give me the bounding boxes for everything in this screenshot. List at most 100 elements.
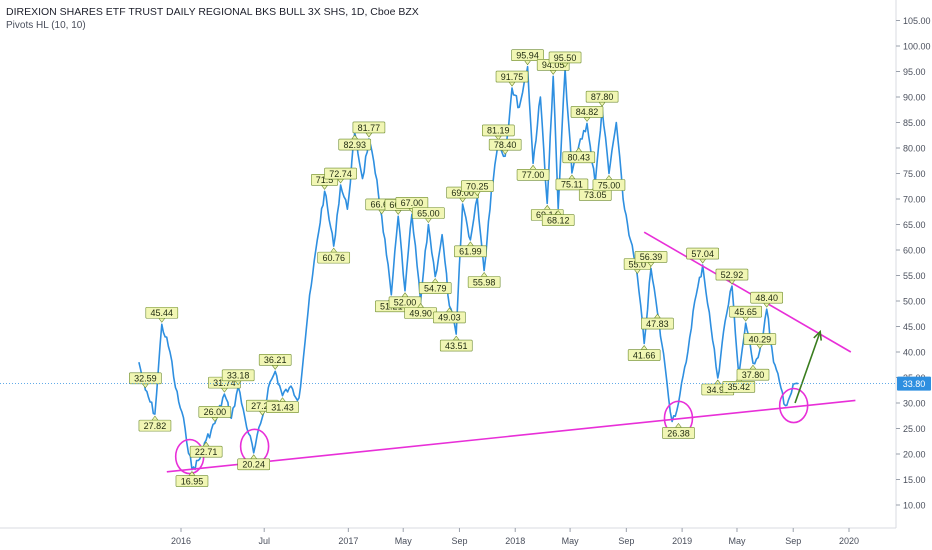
pivot-pointer — [394, 210, 402, 215]
y-tick-label: 45.00 — [903, 322, 926, 332]
pivot-label: 67.00 — [395, 197, 429, 213]
pivot-label-text: 95.50 — [554, 53, 577, 63]
pivot-box — [562, 151, 596, 164]
pivot-label-text: 67.00 — [401, 198, 424, 208]
pivot-label-text: 56.39 — [640, 252, 663, 262]
pivot-label: 33.18 — [221, 369, 255, 386]
pivot-label-text: 40.29 — [749, 334, 772, 344]
pivot-box — [338, 138, 372, 151]
y-tick-label: 20.00 — [903, 450, 926, 460]
pivot-label-text: 60.76 — [322, 253, 345, 263]
pivot-pointer — [151, 415, 159, 421]
pivot-label-text: 49.03 — [438, 313, 461, 323]
pivot-box — [258, 354, 292, 366]
pivot-label-text: 33.18 — [227, 371, 250, 381]
x-tick-label: Sep — [785, 536, 801, 546]
pivot-pointer — [258, 410, 266, 416]
pivot-pointer — [543, 204, 551, 210]
pivot-label-text: 91.75 — [501, 72, 524, 82]
pivot-label-text: 68.12 — [547, 215, 570, 225]
pivot-label: 36.21 — [258, 354, 292, 370]
pivot-pointer — [320, 185, 329, 190]
y-tick-label: 80.00 — [903, 144, 926, 154]
pivot-label-text: 52.92 — [721, 270, 744, 280]
pivot-label: 81.19 — [482, 124, 515, 141]
pivot-box — [221, 369, 255, 382]
y-tick-label: 65.00 — [903, 220, 926, 230]
indicator-label: Pivots HL (10, 10) — [6, 20, 86, 31]
pivot-label-text: 75.11 — [561, 180, 583, 190]
pivot-box — [467, 276, 501, 288]
pivot-pointer — [598, 101, 606, 107]
pivot-label: 27.82 — [138, 415, 172, 432]
pivot-label: 84.82 — [570, 106, 604, 122]
y-tick-label: 50.00 — [903, 297, 926, 307]
pivot-box — [145, 306, 179, 319]
pivot-pointer — [583, 117, 591, 122]
x-tick-label: Sep — [451, 536, 467, 546]
pivot-pointer — [699, 258, 707, 264]
y-tick-label: 75.00 — [903, 169, 926, 179]
pivot-pointer — [529, 164, 537, 170]
pivot-box — [395, 197, 429, 209]
pivot-pointer — [640, 345, 648, 350]
pivot-box — [266, 401, 299, 414]
pivot-pointer — [466, 241, 475, 247]
pivot-label-text: 72.74 — [329, 169, 352, 179]
pivot-pointer — [278, 397, 287, 403]
pivot-box — [488, 138, 522, 151]
pivot-pointer — [575, 147, 583, 153]
pivot-label-text: 31.74 — [213, 378, 236, 388]
x-tick-label: Sep — [618, 536, 634, 546]
pivot-label: 16.95 — [175, 471, 209, 487]
pivot-pointer — [605, 175, 613, 180]
pivot-pointer — [220, 387, 229, 393]
projection-arrow-head — [813, 329, 822, 341]
pivot-label-text: 16.95 — [181, 476, 204, 486]
pivot-box — [641, 317, 674, 330]
pivot-label-text: 81.77 — [358, 123, 381, 133]
y-tick-label: 100.00 — [903, 42, 931, 52]
pivot-label-text: 36.21 — [264, 355, 287, 365]
pivot-label-text: 20.24 — [242, 460, 265, 470]
pivot-label: 26.38 — [662, 422, 695, 439]
last-price-layer: 33.80 — [0, 376, 931, 391]
pivot-label: 48.40 — [750, 291, 784, 308]
pivot-box — [418, 282, 452, 294]
pivot-label: 60.76 — [317, 247, 351, 264]
pivot-label-text: 47.83 — [646, 319, 669, 329]
pivot-box — [175, 475, 209, 487]
x-tick-label: 2016 — [171, 536, 191, 546]
pivot-label: 47.83 — [641, 313, 674, 330]
pivot-label-text: 22.71 — [195, 447, 218, 457]
pivot-label-text: 87.80 — [591, 92, 614, 102]
pivot-label: 80.43 — [562, 147, 596, 164]
pivot-label: 91.75 — [495, 70, 529, 87]
pivot-label: 32.59 — [129, 372, 162, 389]
pivot-box — [750, 291, 784, 304]
pivot-box — [482, 124, 515, 137]
pivot-label-text: 32.59 — [134, 374, 157, 384]
pivot-box — [743, 333, 777, 345]
pivot-box — [570, 106, 604, 118]
pivot-label: 52.00 — [388, 292, 422, 309]
pivot-label-text: 55.98 — [473, 277, 496, 287]
pivot-label-text: 66.68 — [370, 200, 393, 210]
pivot-box — [189, 445, 223, 458]
pivot-label-text: 80.43 — [568, 153, 591, 163]
y-tick-label: 60.00 — [903, 246, 926, 256]
x-tick-label: Jul — [258, 536, 270, 546]
pivot-label-text: 95.94 — [516, 51, 539, 61]
pivot-label-text: 82.93 — [343, 140, 366, 150]
pivot-label: 56.39 — [634, 251, 668, 267]
pivot-label-text: 94.05 — [542, 60, 565, 70]
pivot-pointer — [431, 278, 439, 283]
pivot-pointer — [674, 422, 683, 428]
x-tick-label: 2017 — [338, 536, 358, 546]
pivot-pointer — [141, 383, 149, 389]
pivot-pointer — [378, 209, 386, 215]
pivot-pointer — [749, 364, 757, 370]
y-tick-label: 30.00 — [903, 399, 926, 409]
pivot-label-text: 35.42 — [728, 382, 751, 392]
